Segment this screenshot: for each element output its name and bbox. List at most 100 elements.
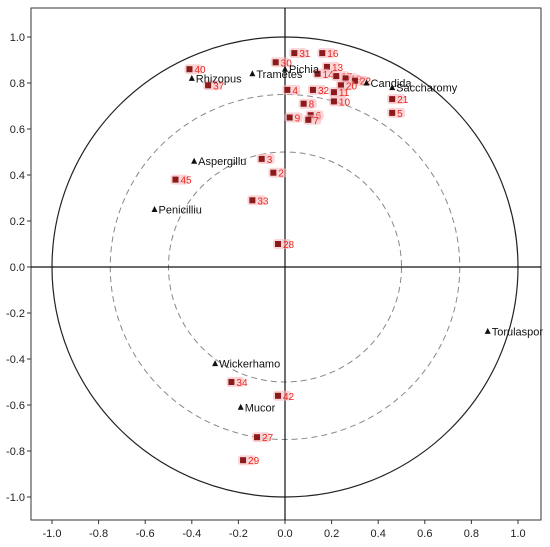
observation-point-2 <box>270 169 277 176</box>
observation-label-32: 32 <box>318 86 330 97</box>
x-tick-label: 0.0 <box>277 528 292 540</box>
y-tick-label: -1.0 <box>6 492 25 504</box>
variable-label-torulaspor: Torulaspor <box>492 326 544 338</box>
observation-label-28: 28 <box>283 240 295 251</box>
variable-label-trametes: Trametes <box>256 69 303 81</box>
observation-point-40 <box>186 66 193 73</box>
variable-point-saccharomy <box>389 84 396 91</box>
variable-label-mucor: Mucor <box>245 402 276 414</box>
observations-layer: 4037303116131417192220432111021589673245… <box>170 48 409 467</box>
observation-point-30 <box>272 59 279 66</box>
observation-point-27 <box>254 434 261 441</box>
variable-label-penicilliu: Penicilliu <box>159 205 202 217</box>
variable-point-candida <box>363 79 370 86</box>
observation-point-31 <box>291 50 298 57</box>
y-tick-label: -0.4 <box>6 354 25 366</box>
observation-point-8 <box>300 100 307 107</box>
x-tick-label: -0.8 <box>89 528 108 540</box>
observation-label-7: 7 <box>313 116 319 127</box>
observation-label-14: 14 <box>323 70 335 81</box>
variable-point-trametes <box>249 70 256 77</box>
observation-label-42: 42 <box>283 392 295 403</box>
observation-label-8: 8 <box>309 100 315 111</box>
plot-frame <box>30 7 542 521</box>
observation-label-37: 37 <box>213 81 225 92</box>
observation-point-20 <box>337 82 344 89</box>
observation-point-37 <box>205 82 212 89</box>
observation-point-4 <box>284 86 291 93</box>
observation-point-45 <box>172 176 179 183</box>
observation-point-10 <box>330 98 337 105</box>
observation-label-10: 10 <box>339 97 351 108</box>
observation-label-20: 20 <box>346 81 358 92</box>
observation-label-31: 31 <box>299 49 311 60</box>
y-tick-label: 0.6 <box>10 124 25 136</box>
x-tick-label: 0.6 <box>417 528 432 540</box>
observation-point-19 <box>342 75 349 82</box>
x-tick-label: 0.8 <box>464 528 479 540</box>
observation-point-22 <box>351 77 358 84</box>
observation-point-13 <box>323 63 330 70</box>
observation-point-33 <box>249 197 256 204</box>
observation-point-11 <box>330 89 337 96</box>
variable-point-pichia <box>282 65 288 72</box>
observation-label-34: 34 <box>236 378 248 389</box>
observation-point-3 <box>258 155 265 162</box>
variable-label-candida: Candida <box>371 78 413 90</box>
variable-label-pichia: Pichia <box>289 64 320 76</box>
y-tick-label: 1.0 <box>10 32 25 44</box>
y-tick-label: -0.6 <box>6 400 25 412</box>
variable-point-rhizopus <box>188 74 195 81</box>
observation-point-42 <box>275 392 282 399</box>
observation-label-30: 30 <box>281 58 293 69</box>
observation-point-21 <box>389 96 396 103</box>
x-tick-label: 0.2 <box>324 528 339 540</box>
x-tick-label: -1.0 <box>43 528 62 540</box>
observation-label-45: 45 <box>180 176 192 187</box>
observation-label-13: 13 <box>332 63 344 74</box>
observation-point-17 <box>333 73 340 80</box>
x-tick-label: -0.6 <box>136 528 155 540</box>
observation-label-11: 11 <box>339 88 350 99</box>
variable-point-aspergillu <box>191 157 198 164</box>
variable-point-mucor <box>237 403 244 410</box>
y-tick-label: 0.0 <box>10 262 25 274</box>
variable-point-wickerhamo <box>212 360 219 367</box>
observation-label-3: 3 <box>267 155 273 166</box>
observation-point-28 <box>275 241 282 247</box>
observation-label-21: 21 <box>397 95 409 106</box>
x-ticks-layer: -1.0 -0.8 -0.6 -0.4 -0.2 0.0 0.2 0.4 0.6 0.8 1.0 <box>43 520 526 540</box>
variable-label-wickerhamo: Wickerhamo <box>219 359 280 371</box>
observation-point-29 <box>240 457 247 464</box>
x-tick-label: 1.0 <box>510 528 525 540</box>
x-tick-label: -0.2 <box>229 528 248 540</box>
y-tick-label: 0.4 <box>10 170 25 182</box>
observation-point-9 <box>286 114 293 121</box>
observation-point-34 <box>228 379 235 385</box>
observation-point-14 <box>314 70 321 77</box>
observation-label-16: 16 <box>327 49 339 60</box>
observation-label-29: 29 <box>248 456 260 467</box>
y-tick-label: -0.2 <box>6 308 25 320</box>
y-tick-label: -0.8 <box>6 446 25 458</box>
variable-label-saccharomy: Saccharomy <box>396 83 458 95</box>
variable-label-aspergillu: Aspergillu <box>198 156 246 168</box>
observation-point-32 <box>309 86 316 93</box>
observation-point-7 <box>305 116 312 123</box>
observation-point-16 <box>319 50 326 57</box>
observation-label-33: 33 <box>257 196 269 207</box>
observation-label-9: 9 <box>295 114 301 125</box>
y-tick-label: 0.2 <box>10 216 25 228</box>
y-tick-label: 0.8 <box>10 78 25 90</box>
x-tick-label: -0.4 <box>182 528 201 540</box>
variable-point-penicilliu <box>151 206 158 212</box>
observation-label-40: 40 <box>194 65 206 76</box>
observation-label-27: 27 <box>262 433 274 444</box>
variable-point-torulaspor <box>484 327 491 334</box>
observation-label-5: 5 <box>397 109 403 120</box>
x-tick-label: 0.4 <box>371 528 386 540</box>
y-ticks-layer: 1.0 0.8 0.6 0.4 0.2 0.0 -0.2 -0.4 -0.6 -0.8 -1.0 <box>6 32 31 504</box>
variable-label-rhizopus: Rhizopus <box>196 73 242 85</box>
